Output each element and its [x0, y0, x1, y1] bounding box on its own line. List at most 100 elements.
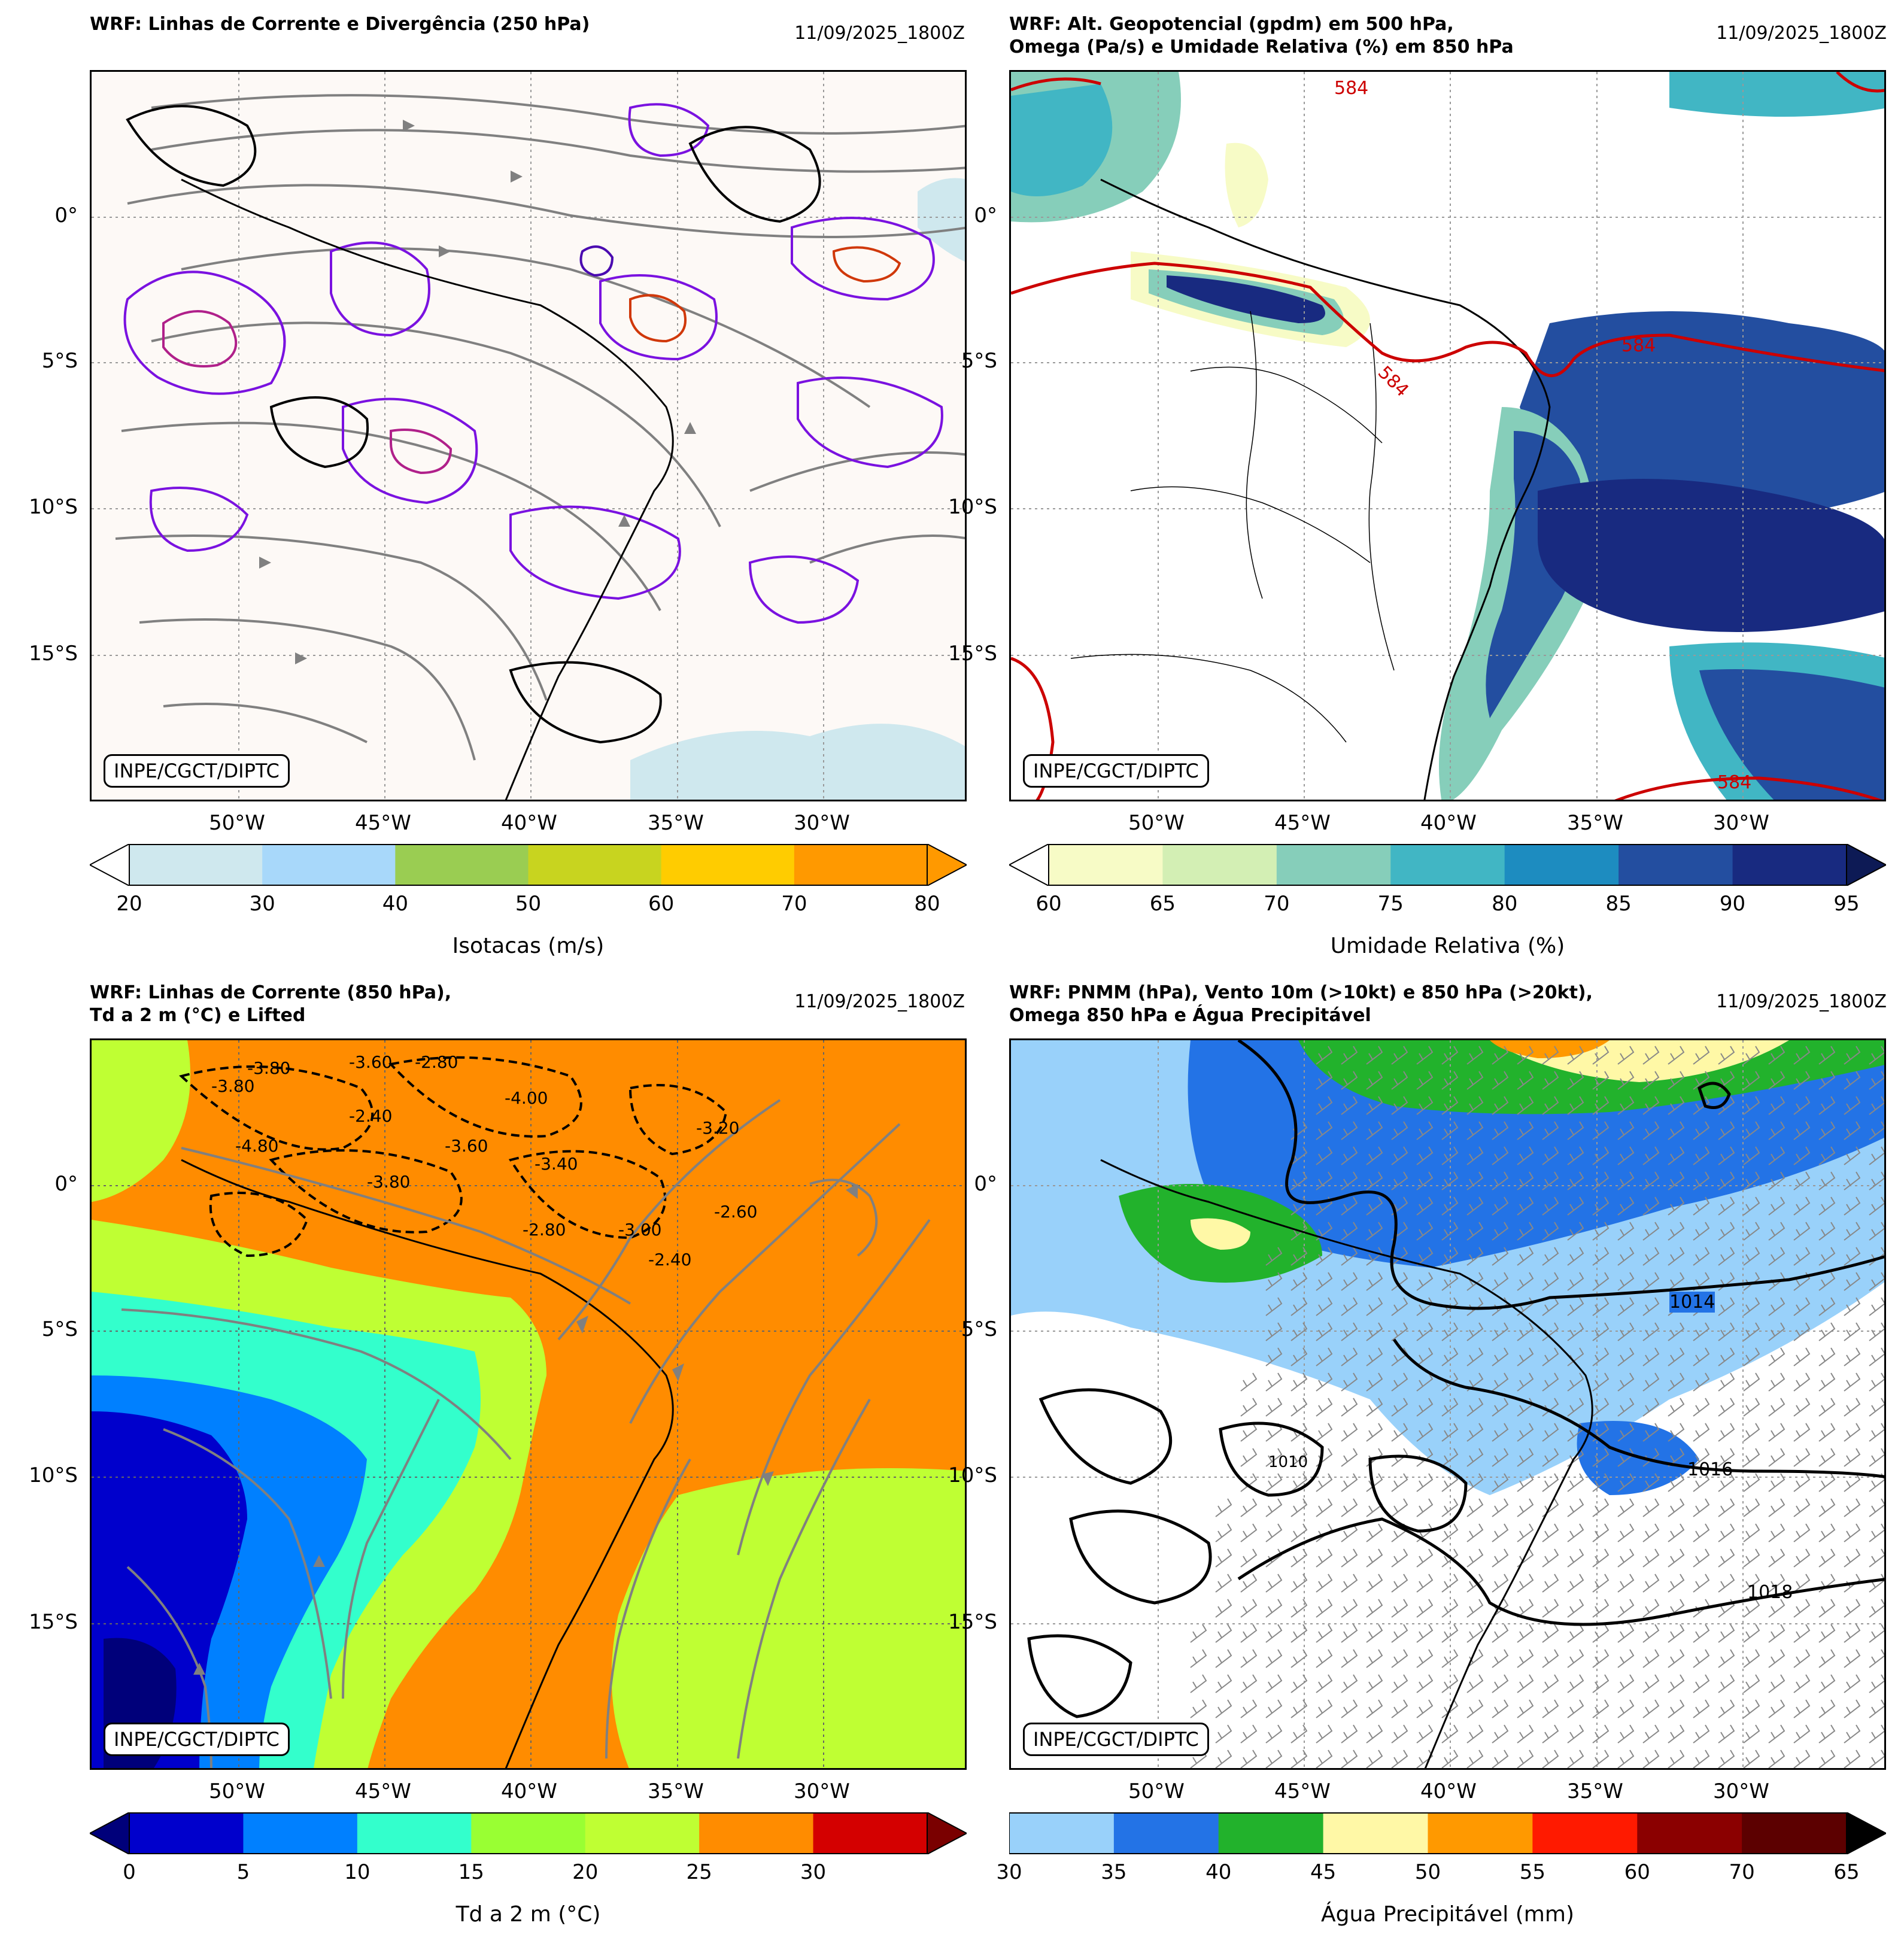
wind-barb — [1617, 1272, 1635, 1291]
colorbar-title: Isotacas (m/s) — [452, 934, 605, 958]
wind-barb — [1642, 1096, 1660, 1115]
wind-barb — [1215, 1498, 1232, 1517]
wind-barb — [1844, 1649, 1861, 1668]
lon-label: 35°W — [1567, 1779, 1623, 1803]
wind-barb — [1718, 1146, 1735, 1165]
wind-barb — [1869, 1222, 1884, 1241]
wind-barb — [1743, 1297, 1760, 1316]
wind-barb — [1290, 1398, 1308, 1417]
wind-barb — [1642, 1071, 1660, 1090]
wind-barb — [1466, 1448, 1484, 1467]
wind-barb — [1517, 1372, 1534, 1392]
isobar-label: 1016 — [1687, 1459, 1733, 1480]
wind-barb — [1517, 1750, 1534, 1768]
wind-barb — [1642, 1750, 1660, 1768]
wind-barb — [1366, 1121, 1383, 1140]
wind-barb — [1492, 1222, 1509, 1241]
colorbar-segment — [1276, 844, 1391, 886]
wind-barb — [1768, 1523, 1785, 1542]
wind-barb — [1240, 1624, 1258, 1643]
wind-barb — [1265, 1523, 1283, 1542]
wind-barb — [1240, 1372, 1258, 1392]
wind-barb — [1441, 1649, 1459, 1668]
wind-barb — [1492, 1523, 1509, 1542]
wind-barb — [1542, 1272, 1559, 1291]
wind-barb — [1668, 1171, 1685, 1190]
wind-barb — [1818, 1523, 1836, 1542]
wind-barb — [1642, 1724, 1660, 1744]
wind-barb — [1844, 1171, 1861, 1190]
wind-barb — [1441, 1624, 1459, 1643]
wind-barb — [1844, 1498, 1861, 1517]
wind-barb — [1316, 1423, 1333, 1442]
wind-barb — [1743, 1071, 1760, 1090]
wind-barb — [1768, 1423, 1785, 1442]
colorbar-segment — [699, 1812, 814, 1854]
wind-barb — [1542, 1750, 1559, 1768]
wind-barb — [1466, 1096, 1484, 1115]
wind-barb — [1844, 1599, 1861, 1618]
wind-barb — [1668, 1372, 1685, 1392]
wind-barb — [1542, 1523, 1559, 1542]
wind-barb — [1341, 1599, 1358, 1618]
wind-barb — [1542, 1096, 1559, 1115]
wind-barb — [1743, 1196, 1760, 1216]
wind-barb — [1617, 1599, 1635, 1618]
wind-barb — [1668, 1196, 1685, 1216]
wind-barb — [1441, 1724, 1459, 1744]
wind-barb — [1718, 1498, 1735, 1517]
wind-barb — [1517, 1247, 1534, 1266]
wind-barb — [1366, 1272, 1383, 1291]
wind-barb — [1517, 1121, 1534, 1140]
wind-barb — [1567, 1297, 1584, 1316]
wind-barb — [1391, 1071, 1408, 1090]
wind-barb — [1341, 1473, 1358, 1492]
wind-barb — [1768, 1196, 1785, 1216]
map-area: 1014 1016 1018 1010 INPE/CGCT/DIPTC — [1009, 1038, 1886, 1770]
wind-barb — [1391, 1674, 1408, 1693]
wind-barb — [1316, 1297, 1333, 1316]
wind-barb — [1391, 1146, 1408, 1165]
colorbar-extend-high — [1846, 1812, 1886, 1854]
wind-barb — [1215, 1724, 1232, 1744]
wind-barb — [1642, 1372, 1660, 1392]
wind-barb — [1743, 1322, 1760, 1341]
wind-barb — [1617, 1423, 1635, 1442]
wind-barb — [1215, 1699, 1232, 1718]
wind-barb — [1743, 1498, 1760, 1517]
wind-barb — [1492, 1121, 1509, 1140]
wind-barb — [1290, 1448, 1308, 1467]
wind-barb — [1668, 1146, 1685, 1165]
wind-barb — [1391, 1398, 1408, 1417]
wind-barb — [1366, 1146, 1383, 1165]
wind-barb — [1617, 1398, 1635, 1417]
wind-barb — [1793, 1649, 1811, 1668]
contour-label: -3.80 — [211, 1076, 255, 1096]
wind-barb — [1844, 1297, 1861, 1316]
wind-barb — [1642, 1297, 1660, 1316]
colorbar-tick-label: 10 — [344, 1860, 371, 1884]
wind-barb — [1818, 1272, 1836, 1291]
colorbar-segment — [1390, 844, 1505, 886]
wind-barb — [1668, 1398, 1685, 1417]
wind-barb — [1441, 1523, 1459, 1542]
wind-barb — [1768, 1322, 1785, 1341]
wind-barb — [1743, 1423, 1760, 1442]
wind-barb — [1818, 1624, 1836, 1643]
wind-barb — [1290, 1347, 1308, 1366]
wind-barb — [1366, 1574, 1383, 1593]
wind-barb — [1592, 1171, 1610, 1190]
wind-barb — [1642, 1699, 1660, 1718]
lon-label: 35°W — [648, 1779, 704, 1803]
wind-barb — [1743, 1574, 1760, 1593]
wind-barb — [1793, 1574, 1811, 1593]
wind-barb — [1341, 1699, 1358, 1718]
wind-barb — [1869, 1272, 1884, 1291]
wind-barb — [1466, 1599, 1484, 1618]
wind-barb — [1743, 1599, 1760, 1618]
wind-barb — [1592, 1473, 1610, 1492]
wind-barb — [1818, 1750, 1836, 1768]
wind-barb — [1844, 1196, 1861, 1216]
wind-barb — [1718, 1071, 1735, 1090]
wind-barb — [1391, 1372, 1408, 1392]
